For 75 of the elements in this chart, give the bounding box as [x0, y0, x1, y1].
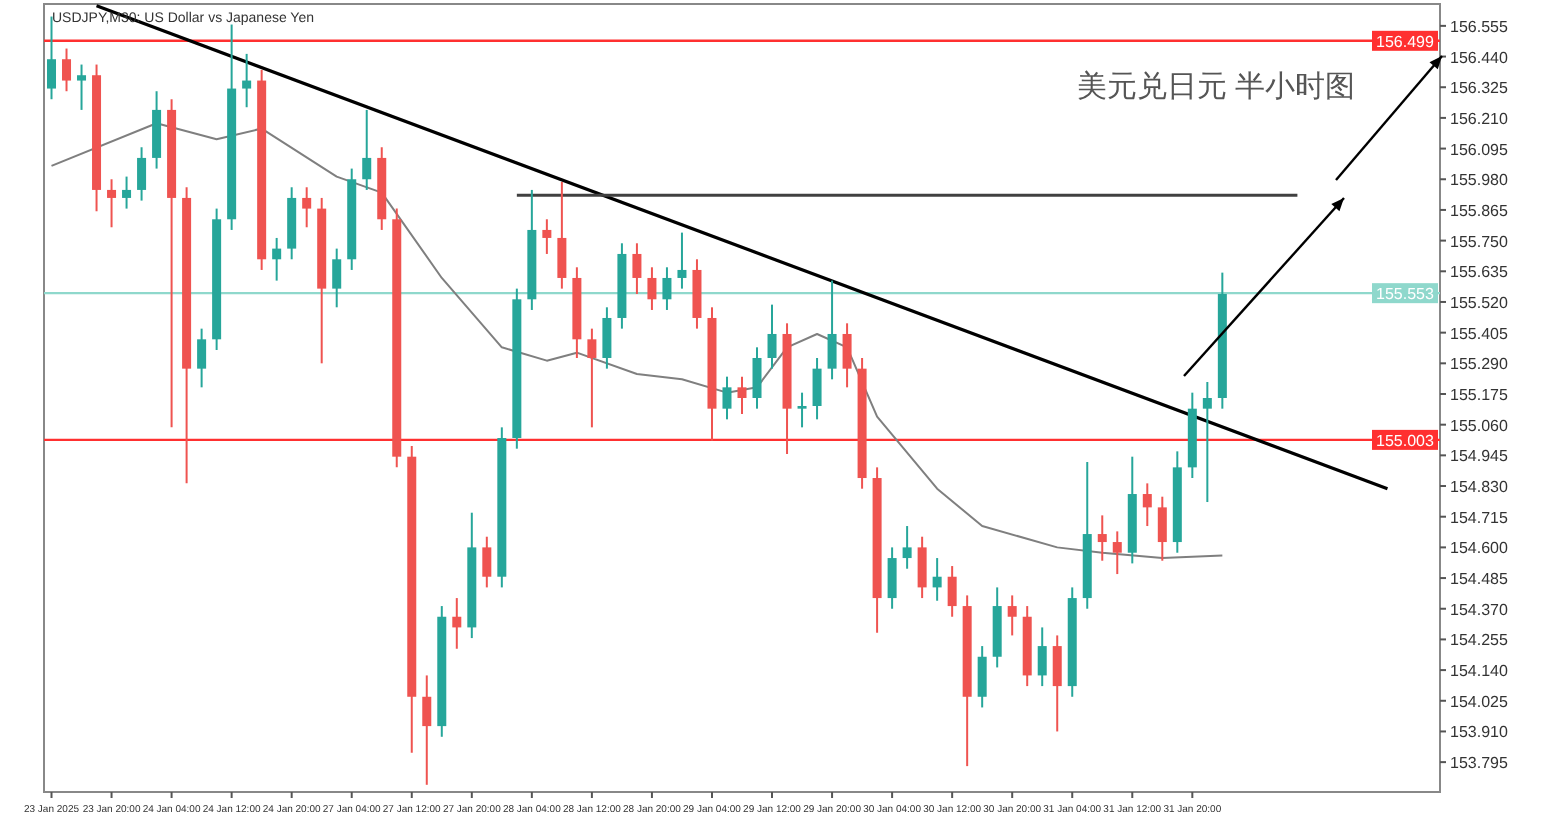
y-tick-label: 155.635	[1450, 263, 1509, 282]
candlestick	[272, 236, 282, 282]
candlestick	[587, 327, 597, 429]
y-tick-label: 154.025	[1450, 692, 1509, 711]
y-tick-label: 155.750	[1450, 232, 1509, 251]
y-tick-label: 154.255	[1450, 631, 1509, 650]
text: 美元兑日元 半小时图	[1076, 70, 1356, 104]
candlestick	[722, 375, 732, 421]
candlestick	[1112, 530, 1122, 576]
candlestick	[797, 391, 807, 429]
line-series	[50, 122, 1224, 560]
y-tick-label: 155.290	[1450, 355, 1509, 374]
candlestick	[1157, 495, 1167, 562]
candlestick	[737, 375, 747, 416]
candlestick	[1142, 482, 1152, 528]
y-tick-label: 155.060	[1450, 416, 1509, 435]
y-tick-label: 153.910	[1450, 723, 1509, 742]
y-tick-label: 154.600	[1450, 539, 1509, 558]
candlestick	[767, 303, 777, 370]
candlestick	[647, 266, 657, 311]
candlestick	[197, 327, 207, 389]
y-tick-label: 156.210	[1450, 109, 1509, 128]
y-tick-label: 154.485	[1450, 570, 1509, 589]
y-tick-label: 155.865	[1450, 201, 1509, 220]
candlestick	[557, 180, 567, 290]
candlestick	[242, 52, 252, 109]
candlestick	[452, 597, 462, 650]
candlestick	[107, 178, 117, 229]
candlestick	[662, 266, 672, 311]
candlestick	[122, 175, 132, 210]
y-tick-label: 156.440	[1450, 48, 1509, 67]
y-tick-label: 155.980	[1450, 171, 1509, 190]
candlestick	[1202, 380, 1212, 504]
candlestick	[917, 535, 927, 600]
candlestick	[932, 557, 942, 602]
candlestick	[1097, 514, 1107, 562]
y-tick-label: 156.095	[1450, 140, 1509, 159]
candlestick	[77, 63, 87, 111]
candlestick	[812, 356, 822, 421]
candlestick	[332, 247, 342, 309]
candlestick	[137, 146, 147, 202]
candlestick	[422, 674, 432, 786]
y-tick-label: 154.370	[1450, 600, 1509, 619]
candlestick	[47, 15, 57, 101]
candlestick	[977, 645, 987, 709]
y-tick-label: 154.715	[1450, 508, 1509, 527]
ref-line-label: 155.553	[1376, 285, 1436, 304]
y-tick-label: 153.795	[1450, 754, 1509, 773]
candlestick	[842, 322, 852, 389]
candlestick	[62, 47, 72, 93]
candlestick	[1052, 634, 1062, 733]
candlestick	[827, 279, 837, 381]
ref-line-label: 155.003	[1376, 431, 1436, 450]
candlestick	[542, 218, 552, 255]
candlestick	[887, 546, 897, 610]
candlestick	[632, 242, 642, 295]
candlestick	[1037, 626, 1047, 688]
y-tick-label: 154.830	[1450, 478, 1509, 497]
y-tick-label: 154.140	[1450, 662, 1509, 681]
candlestick	[752, 346, 762, 410]
candlestick	[362, 108, 372, 191]
candlestick	[602, 306, 612, 370]
candlestick	[947, 565, 957, 618]
candlestick	[902, 525, 912, 570]
y-tick-label: 155.520	[1450, 293, 1509, 312]
y-tick-label: 156.325	[1450, 79, 1509, 98]
y-tick-label: 156.555	[1450, 17, 1509, 36]
y-tick-label: 154.945	[1450, 447, 1509, 466]
candlestick	[482, 535, 492, 589]
y-tick-label: 155.405	[1450, 324, 1509, 343]
y-tick-label: 155.175	[1450, 386, 1509, 404]
candlestick	[677, 231, 687, 290]
candlestick	[1007, 594, 1017, 637]
candlestick	[302, 186, 312, 229]
ref-line-label: 156.499	[1376, 32, 1436, 51]
